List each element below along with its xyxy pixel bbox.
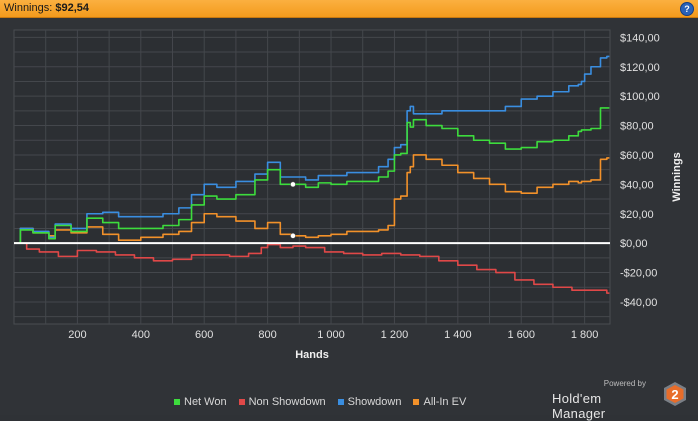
legend-item[interactable]: All-In EV: [413, 395, 466, 409]
series-line-all-in-ev: [14, 154, 610, 244]
x-tick-label: 600: [195, 329, 213, 341]
question-mark-icon[interactable]: ?: [680, 2, 694, 16]
legend-swatch: [174, 399, 180, 405]
x-tick-label: 1 200: [381, 329, 409, 341]
y-tick-label: $100,00: [620, 91, 660, 103]
x-tick-label: 200: [68, 329, 86, 341]
chart-legend: Net Won Non Showdown Showdown All-In EV: [174, 395, 466, 409]
hm2-branding: Powered by Hold'em Manager 2: [552, 379, 688, 421]
y-tick-label: $120,00: [620, 62, 660, 74]
x-axis-title: Hands: [295, 349, 329, 361]
hm2-logo-icon: 2: [664, 382, 686, 406]
y-tick-label: $0,00: [620, 238, 648, 250]
legend-item[interactable]: Showdown: [337, 395, 402, 409]
winnings-title: Winnings: $92,54: [4, 2, 89, 14]
x-tick-label: 1 000: [317, 329, 345, 341]
legend-label: Net Won: [184, 396, 227, 408]
x-tick-label: 400: [132, 329, 150, 341]
y-tick-label: $40,00: [620, 179, 654, 191]
y-tick-label: $80,00: [620, 121, 654, 133]
legend-item[interactable]: Net Won: [174, 395, 227, 409]
chart-panel: 200 400 600 800 1 000 1 200 1 400 1 600 1 800 $14…: [0, 18, 698, 415]
y-tick-label: $20,00: [620, 209, 654, 221]
legend-swatch: [413, 399, 420, 405]
legend-swatch: [238, 399, 245, 405]
y-tick-label: -$20,00: [620, 268, 657, 280]
x-tick-label: 800: [258, 329, 276, 341]
series-line-non-showdown: [14, 242, 610, 294]
legend-item[interactable]: Non Showdown: [238, 395, 326, 409]
legend-label: Non Showdown: [248, 396, 326, 408]
winnings-value: $92,54: [55, 2, 90, 14]
legend-label: All-In EV: [423, 396, 467, 408]
y-axis-title: Winnings: [671, 152, 683, 201]
legend-label: Showdown: [347, 396, 402, 408]
series-line-net-won: [14, 107, 610, 244]
series-line-showdown: [14, 55, 610, 244]
winnings-chart: 200 400 600 800 1 000 1 200 1 400 1 600 1 800 $14…: [13, 29, 683, 361]
winnings-label: Winnings:: [4, 2, 53, 14]
y-tick-label: $60,00: [620, 150, 654, 162]
data-marker: [290, 181, 296, 188]
x-tick-label: 1 600: [507, 329, 535, 341]
x-tick-label: 1 800: [571, 329, 599, 341]
brand-badge-text: 2: [671, 387, 678, 402]
powered-by-text: Powered by: [603, 379, 646, 388]
title-bar: Winnings: $92,54 ?: [0, 0, 698, 18]
y-tick-label: -$40,00: [620, 297, 657, 309]
x-tick-label: 1 400: [444, 329, 472, 341]
legend-swatch: [337, 399, 344, 405]
plot-area: [13, 29, 611, 325]
data-marker: [290, 233, 296, 239]
y-tick-label: $140,00: [620, 32, 660, 44]
brand-name: Hold'em Manager: [552, 391, 606, 421]
